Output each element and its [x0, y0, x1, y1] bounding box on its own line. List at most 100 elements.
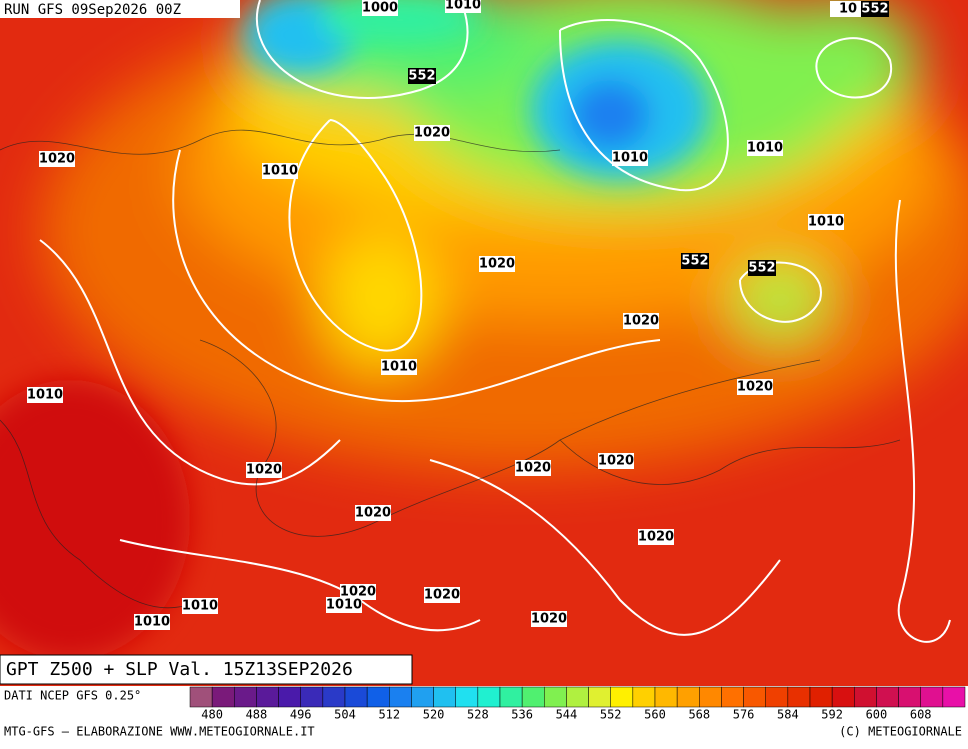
colorbar-tick-label: 600	[866, 708, 888, 722]
colorbar-tick-label: 504	[334, 708, 356, 722]
isobar-label-bg	[134, 614, 170, 630]
map-title: GPT Z500 + SLP Val. 15Z13SEP2026	[6, 659, 353, 680]
z500-label-bg	[408, 68, 436, 84]
map-background	[0, 0, 968, 686]
isobar-label: 1010	[27, 388, 63, 403]
colorbar-tick-label: 592	[821, 708, 843, 722]
title-box	[0, 654, 413, 685]
colorbar-swatch	[699, 686, 722, 708]
isobar-label-bg	[638, 529, 674, 545]
colorbar: 480 488 496 504 512 520 528 536 544 552 560 568 576 5…	[189, 686, 966, 722]
isobar-label-bg	[27, 387, 63, 403]
isobar-label-bg	[737, 379, 773, 395]
colorbar-swatch	[898, 686, 921, 708]
colorbar-swatch	[300, 686, 324, 708]
colorbar-swatch	[765, 686, 789, 708]
isobar-label: 1020	[246, 463, 282, 478]
isobar-label: 1020	[531, 612, 567, 627]
colorbar-swatch	[610, 686, 634, 708]
isobar-label-bg	[340, 584, 376, 600]
z500-label: 552	[408, 69, 435, 84]
isobar-label-bg	[362, 0, 398, 16]
colorbar-swatch	[211, 686, 235, 708]
colorbar-swatch	[234, 686, 257, 708]
isobar-label-bg	[612, 150, 648, 166]
z500-label: 552	[681, 254, 708, 269]
colorbar-tick-label: 552	[600, 708, 622, 722]
isobar-label-bg	[623, 313, 659, 329]
colorbar-tick-label: 496	[290, 708, 312, 722]
isobar-label: 1010	[808, 215, 844, 230]
colorbar-tick-label: 520	[423, 708, 445, 722]
colorbar-swatch	[544, 686, 567, 708]
colorbar-swatch	[942, 686, 966, 708]
source-label: DATI NCEP GFS 0.25°	[4, 689, 141, 703]
isobar-label: 1020	[479, 257, 515, 272]
isobar-label: 1010	[134, 615, 170, 630]
colorbar-swatch	[831, 686, 855, 708]
isobar-label-bg	[598, 453, 634, 469]
colorbar-swatch	[787, 686, 811, 708]
isobar-label: 1010	[182, 599, 218, 614]
colorbar-tick-label: 608	[910, 708, 932, 722]
colorbar-swatch	[499, 686, 523, 708]
colorbar-swatch	[854, 686, 877, 708]
colorbar-swatch	[389, 686, 412, 708]
isobar-label-bg	[747, 140, 783, 156]
z500-label-bg	[861, 1, 889, 17]
colorbar-swatch	[433, 686, 456, 708]
isobar-label-bg	[414, 125, 450, 141]
colorbar-swatch	[676, 686, 700, 708]
colorbar-swatch	[632, 686, 656, 708]
colorbar-swatch	[920, 686, 944, 708]
isobar-label-bg	[479, 256, 515, 272]
colorbar-swatch	[654, 686, 678, 708]
isobar-label: 1020	[598, 454, 634, 469]
colorbar-swatch	[588, 686, 611, 708]
colorbar-tick-label: 544	[556, 708, 578, 722]
isobar-label-bg	[182, 598, 218, 614]
colorbar-tick-label: 488	[246, 708, 268, 722]
isobar-label: 1020	[340, 585, 376, 600]
colorbar-tick-label: 512	[378, 708, 400, 722]
z500-label-bg	[681, 253, 709, 269]
isobar-label-bg	[381, 359, 417, 375]
colorbar-tick-label: 480	[201, 708, 223, 722]
isobar-label: 1020	[414, 126, 450, 141]
colorbar-tick-label: 568	[688, 708, 710, 722]
colorbar-swatch	[743, 686, 766, 708]
z500-label: 552	[748, 261, 775, 276]
colorbar-swatch	[278, 686, 301, 708]
colorbar-swatch	[721, 686, 744, 708]
credit-left: MTG-GFS — ELABORAZIONE WWW.METEOGIORNALE…	[4, 725, 315, 739]
colorbar-swatch	[322, 686, 346, 708]
isobar-label-bg	[326, 597, 362, 613]
isobar-label-bg	[830, 1, 866, 17]
isobar-label: 1010	[381, 360, 417, 375]
isobar-label: 10	[839, 2, 857, 17]
credit-right: (C) METEOGIORNALE	[839, 725, 962, 739]
isobar-label-bg	[355, 505, 391, 521]
colorbar-swatch	[477, 686, 501, 708]
colorbar-tick-label: 528	[467, 708, 489, 722]
isobar-label-bg	[808, 214, 844, 230]
isobar-label-bg	[515, 460, 551, 476]
colorbar-swatch	[521, 686, 545, 708]
colorbar-swatch	[256, 686, 279, 708]
isobar-label: 1010	[326, 598, 362, 613]
colorbar-swatch	[566, 686, 589, 708]
isobar-label-bg	[39, 151, 75, 167]
colorbar-swatch	[809, 686, 833, 708]
isobar-label: 1020	[355, 506, 391, 521]
colorbar-swatch	[411, 686, 434, 708]
z500-label: 552	[861, 2, 888, 17]
isobar-label-bg	[445, 0, 481, 13]
colorbar-swatch	[366, 686, 390, 708]
isobar-label-bg	[531, 611, 567, 627]
colorbar-tick-label: 560	[644, 708, 666, 722]
isobar-label-bg	[246, 462, 282, 478]
colorbar-tick-label: 576	[733, 708, 755, 722]
colorbar-swatch	[189, 686, 213, 708]
